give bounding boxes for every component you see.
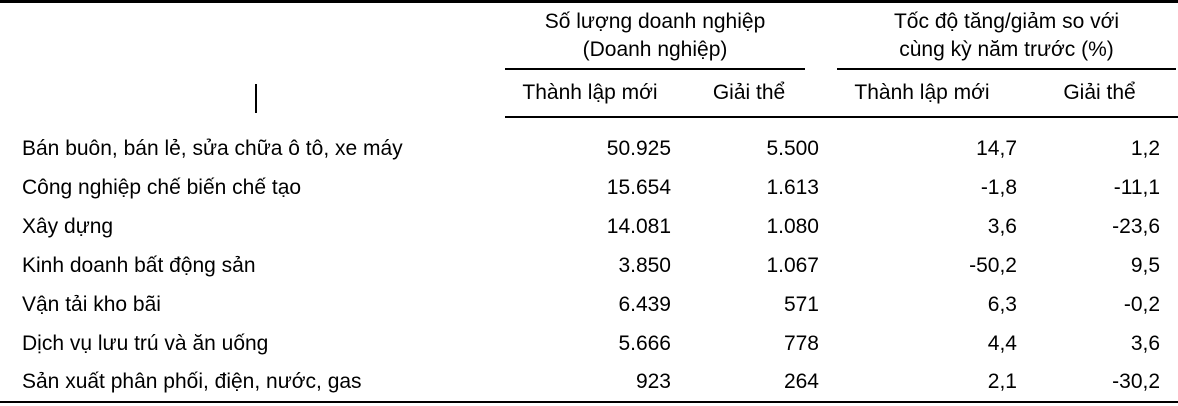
subheader-dissolved-count: Giải thể [675, 70, 823, 118]
cell-new-count: 6.439 [618, 292, 671, 316]
cell-dissolved-count: 778 [783, 331, 819, 355]
empty-label-header-cell [0, 70, 505, 117]
table-row: Dịch vụ lưu trú và ăn uống 5.666 778 4,4… [0, 324, 1178, 363]
cell-new-count: 5.666 [618, 331, 671, 355]
sub-header-row: Thành lập mới Giải thể Thành lập mới Giả… [0, 70, 1178, 118]
group-growth-line1: Tốc độ tăng/giảm so với [893, 9, 1120, 33]
cell-dissolved-growth: -23,6 [1112, 214, 1161, 238]
cell-dissolved-growth: -11,1 [1113, 175, 1161, 199]
table-row: Vận tải kho bãi 6.439 571 6,3 -0,2 [0, 285, 1178, 324]
group-count-line1: Số lượng doanh nghiệp [544, 9, 766, 33]
cell-new-growth: 2,1 [987, 370, 1017, 393]
subheader-new-growth: Thành lập mới [823, 70, 1021, 118]
table-row: Bán buôn, bán lẻ, sửa chữa ô tô, xe máy … [0, 117, 1178, 168]
group-growth-line2: cùng kỳ năm trước (%) [899, 37, 1114, 61]
table-row: Sản xuất phân phối, điện, nước, gas 923 … [0, 363, 1178, 402]
cell-dissolved-count: 264 [783, 370, 819, 393]
cell-dissolved-count: 1.067 [766, 253, 819, 277]
row-label: Vận tải kho bãi [22, 292, 161, 316]
cell-dissolved-count: 1.613 [766, 175, 819, 199]
row-label: Xây dựng [22, 214, 114, 238]
empty-corner-cell [0, 2, 505, 71]
row-label: Sản xuất phân phối, điện, nước, gas [22, 370, 362, 393]
cell-new-growth: 14,7 [976, 137, 1017, 160]
cell-new-growth: 4,4 [987, 331, 1017, 355]
table-row: Kinh doanh bất động sản 3.850 1.067 -50,… [0, 246, 1178, 285]
group-header-count: Số lượng doanh nghiệp (Doanh nghiệp) [505, 2, 823, 70]
subheader-dissolved-growth: Giải thể [1021, 70, 1178, 118]
cell-new-count: 50.925 [606, 137, 671, 160]
group-header-row: Số lượng doanh nghiệp (Doanh nghiệp) Tốc… [0, 2, 1178, 71]
cell-dissolved-growth: 9,5 [1130, 253, 1161, 277]
group-header-growth: Tốc độ tăng/giảm so với cùng kỳ năm trướ… [823, 2, 1178, 70]
cell-dissolved-count: 571 [783, 292, 819, 316]
row-label: Bán buôn, bán lẻ, sửa chữa ô tô, xe máy [22, 136, 403, 160]
cell-new-growth: 3,6 [987, 214, 1017, 238]
table-row: Công nghiệp chế biến chế tạo 15.654 1.61… [0, 168, 1178, 207]
cell-dissolved-count: 1.080 [766, 214, 819, 238]
cell-new-growth: -1,8 [980, 175, 1017, 199]
cell-new-count: 923 [635, 370, 671, 393]
group-count-line2: (Doanh nghiệp) [582, 37, 728, 61]
cell-dissolved-growth: -30,2 [1112, 370, 1161, 393]
row-label: Công nghiệp chế biến chế tạo [22, 175, 302, 199]
cell-new-count: 14.081 [606, 214, 671, 238]
cell-new-growth: -50,2 [969, 253, 1017, 277]
cell-dissolved-growth: 3,6 [1130, 331, 1161, 355]
subheader-new-count: Thành lập mới [505, 70, 675, 118]
table-row: Xây dựng 14.081 1.080 3,6 -23,6 [0, 207, 1178, 246]
cell-dissolved-growth: 1,2 [1130, 137, 1161, 160]
row-label: Dịch vụ lưu trú và ăn uống [22, 331, 269, 355]
row-label: Kinh doanh bất động sản [22, 253, 256, 277]
text-cursor-mark [255, 84, 257, 113]
cell-new-count: 3.850 [618, 253, 671, 277]
cell-new-count: 15.654 [606, 175, 671, 199]
cell-dissolved-count: 5.500 [766, 137, 819, 160]
cell-new-growth: 6,3 [987, 292, 1017, 316]
cell-dissolved-growth: -0,2 [1123, 292, 1161, 316]
